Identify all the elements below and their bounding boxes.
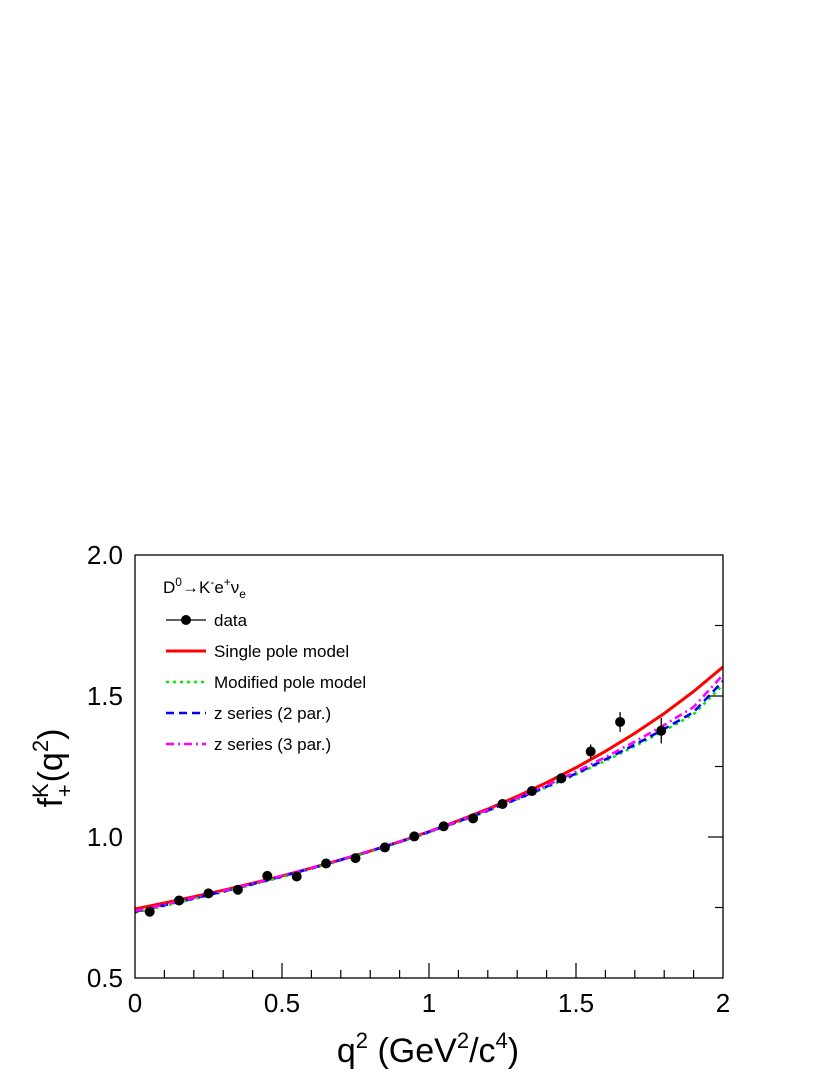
x-tick-label: 0 [128,988,142,1018]
legend-label: Modified pole model [214,673,366,692]
legend: D0→K-e+νe data Single pole model Modified … [163,575,366,754]
data-point-14 [526,786,537,797]
x-tick-label: 1.5 [558,988,594,1018]
series-line-3 [134,680,724,913]
legend-label: data [214,611,248,630]
legend-title: D0→K-e+νe [163,575,246,601]
y-axis-title: fK+(q2) [28,729,77,808]
legend-label: Single pole model [214,642,349,661]
legend-item-2: Single pole model [166,642,349,661]
y-tick-label: 2.0 [87,540,123,570]
y-tick-label: 0.5 [87,963,123,993]
x-tick-label: 1 [422,988,436,1018]
legend-item-3: Modified pole model [166,673,366,692]
data-point-5 [262,870,273,881]
legend-item-4: z series (2 par.) [166,704,331,723]
data-point-10 [409,831,420,842]
data-point-11 [438,821,449,832]
legend-item-1: data [166,611,248,630]
data-points [144,712,667,917]
data-point-16 [585,746,596,757]
axis-ticks [163,624,723,978]
legend-items: data Single pole model Modified pole model… [166,611,366,754]
legend-item-5: z series (3 par.) [166,735,331,754]
y-tick-label: 1.5 [87,681,123,711]
x-tick-label: 0.5 [264,988,300,1018]
data-point-8 [350,853,361,864]
data-point-18 [656,725,667,736]
data-point-1 [144,906,155,917]
data-point-12 [468,813,479,824]
axis-tick-labels: 0 0.5 1 1.5 20.51.01.52.0 [87,540,730,1018]
legend-label: z series (2 par.) [214,704,331,723]
y-tick-label: 1.0 [87,822,123,852]
data-point-7 [321,858,332,869]
data-point-13 [497,799,508,810]
data-point-4 [232,884,243,895]
data-point-2 [174,895,185,906]
x-axis-title: q2 (GeV2/c4) [337,1028,519,1070]
data-point-3 [203,888,214,899]
data-point-15 [556,773,567,784]
legend-data-marker [181,615,191,625]
data-point-17 [615,716,626,727]
x-tick-label: 2 [716,988,730,1018]
data-point-9 [379,842,390,853]
data-point-6 [291,871,302,882]
legend-label: z series (3 par.) [214,735,331,754]
